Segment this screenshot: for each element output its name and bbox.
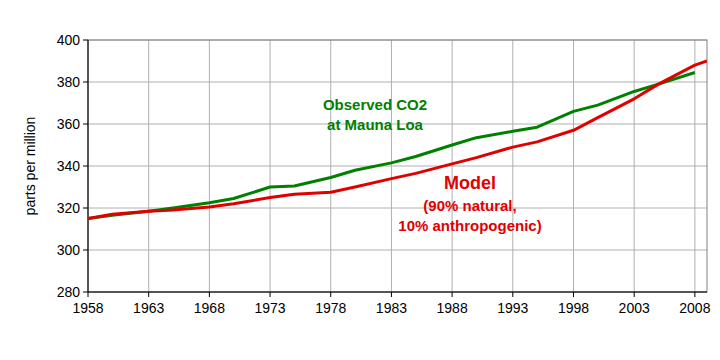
y-axis-label: parts per million — [22, 117, 38, 216]
y-tick-label: 320 — [57, 200, 81, 216]
x-grid-line — [270, 40, 271, 292]
annotation: Model — [444, 173, 496, 193]
y-tick — [83, 40, 88, 41]
x-grid-line — [634, 40, 635, 292]
y-tick-label: 300 — [57, 242, 81, 258]
x-axis-line — [88, 292, 707, 293]
x-grid-line — [209, 40, 210, 292]
series-line — [88, 73, 695, 219]
x-grid-line — [330, 40, 331, 292]
annotation: at Mauna Loa — [327, 116, 424, 133]
x-tick-label: 2003 — [619, 300, 650, 316]
x-tick-label: 1978 — [315, 300, 346, 316]
x-tick-label: 1998 — [558, 300, 589, 316]
x-tick — [573, 292, 574, 297]
x-tick — [634, 292, 635, 297]
background — [0, 0, 720, 360]
x-tick — [694, 292, 695, 297]
x-grid-line — [694, 40, 695, 292]
series-line — [88, 61, 707, 219]
x-tick — [512, 292, 513, 297]
x-tick-label: 1963 — [133, 300, 164, 316]
x-tick-label: 1993 — [497, 300, 528, 316]
chart: 280 300 320 340 360 380 400 1958 1963 1968 1973 197… — [0, 0, 720, 360]
x-tick — [270, 292, 271, 297]
x-tick — [330, 292, 331, 297]
y-tick-label: 360 — [57, 116, 81, 132]
x-grid-line — [512, 40, 513, 292]
x-grid-line — [573, 40, 574, 292]
x-tick-label: 1958 — [72, 300, 103, 316]
x-tick-label: 2008 — [679, 300, 710, 316]
x-tick — [209, 292, 210, 297]
x-tick-label: 1983 — [376, 300, 407, 316]
y-grid-line — [88, 292, 707, 293]
y-tick — [83, 166, 88, 167]
annotation: (90% natural, — [423, 197, 516, 214]
x-grid-line — [148, 40, 149, 292]
x-tick-label: 1968 — [194, 300, 225, 316]
plot-lines — [88, 61, 707, 219]
x-grid-line — [452, 40, 453, 292]
x-tick — [148, 292, 149, 297]
x-tick — [452, 292, 453, 297]
annotation: 10% anthropogenic) — [398, 217, 541, 234]
annotation: Observed CO2 — [323, 96, 427, 113]
y-tick — [83, 208, 88, 209]
y-tick-label: 380 — [57, 74, 81, 90]
y-grid-line — [88, 166, 707, 167]
x-tick-label: 1988 — [437, 300, 468, 316]
y-tick-label: 340 — [57, 158, 81, 174]
y-tick-label: 280 — [57, 284, 81, 300]
y-grid-line — [88, 82, 707, 83]
y-grid-line — [88, 250, 707, 251]
x-tick-label: 1973 — [254, 300, 285, 316]
x-grid-line — [391, 40, 392, 292]
y-tick — [83, 124, 88, 125]
x-tick — [391, 292, 392, 297]
y-tick-label: 400 — [57, 32, 81, 48]
y-tick — [83, 250, 88, 251]
x-tick — [88, 292, 89, 297]
y-tick — [83, 292, 88, 293]
y-tick — [83, 82, 88, 83]
plot-frame — [88, 40, 707, 292]
